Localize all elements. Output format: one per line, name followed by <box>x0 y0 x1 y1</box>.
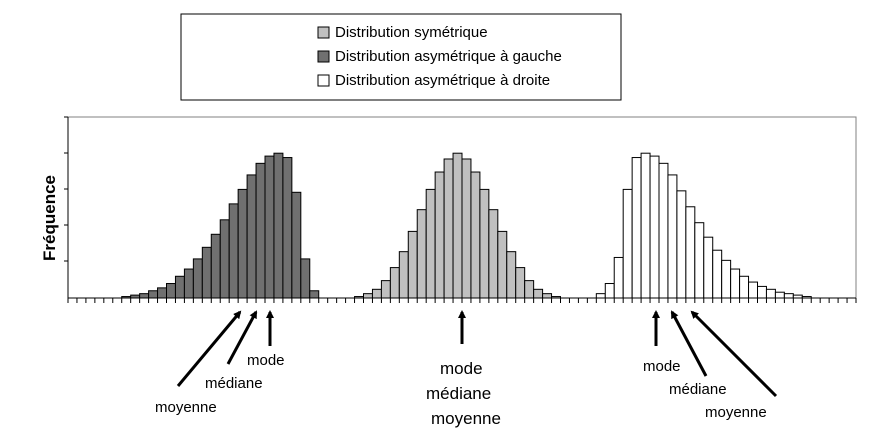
bar-series-3 <box>712 249 723 299</box>
legend-label-droite: Distribution asymétrique à droite <box>335 72 550 89</box>
bar-series-1 <box>166 283 176 299</box>
arrow-moyenne-right <box>690 310 778 398</box>
bar-series-2 <box>371 288 382 299</box>
annotation-right: mode médiane moyenne <box>643 310 778 421</box>
bar-series-3 <box>676 190 687 299</box>
bar-series-1 <box>174 275 185 299</box>
bar-series-3 <box>667 174 678 299</box>
bar-series-1 <box>228 203 239 299</box>
label-mediane-center: médiane <box>426 384 491 403</box>
bar-series-2 <box>425 188 436 299</box>
arrow-moyenne-left <box>176 310 242 387</box>
bar-series-3 <box>595 293 606 299</box>
legend-swatch-gauche <box>317 50 330 63</box>
bar-series-3 <box>703 236 714 299</box>
bar-series-1 <box>237 188 248 299</box>
bar-series-2 <box>461 158 472 299</box>
bar-series-3 <box>739 275 750 299</box>
bar-series-2 <box>443 158 454 299</box>
label-mediane-right: médiane <box>669 381 727 398</box>
bar-series-1 <box>309 290 320 299</box>
bar-series-1 <box>291 191 302 299</box>
bar-series-1 <box>183 268 194 299</box>
label-moyenne-left: moyenne <box>155 399 217 416</box>
label-mode-center: mode <box>440 359 483 378</box>
legend: Distribution symétrique Distribution asy… <box>180 13 622 101</box>
bar-series-2 <box>533 288 544 299</box>
label-moyenne-center: moyenne <box>431 409 501 428</box>
bar-series-2 <box>416 209 427 299</box>
arrow-mediane-right <box>670 310 708 377</box>
bar-series-3 <box>631 157 642 299</box>
bar-series-3 <box>721 259 732 299</box>
legend-frame <box>180 13 622 101</box>
bar-series-3 <box>748 281 759 299</box>
bar-series-3 <box>658 162 669 299</box>
bar-series-1 <box>255 162 266 299</box>
bar-series-2 <box>479 188 490 299</box>
label-mode-left: mode <box>247 352 285 369</box>
label-mediane-left: médiane <box>205 375 263 392</box>
y-axis-label: Fréquence <box>40 175 59 261</box>
legend-label-symetrique: Distribution symétrique <box>335 24 488 41</box>
bar-series-2 <box>398 251 409 299</box>
bar-series-1 <box>192 258 203 299</box>
bar-series-1 <box>273 152 284 299</box>
bar-series-3 <box>685 206 696 299</box>
bar-series-1 <box>157 287 168 299</box>
bar-series-2 <box>380 280 391 299</box>
bar-series-3 <box>604 283 615 299</box>
bar-series-2 <box>434 171 445 299</box>
bar-series-3 <box>730 268 741 299</box>
bar-series-1 <box>210 233 221 299</box>
annotation-left: mode médiane moyenne <box>155 310 285 416</box>
bar-series-3 <box>774 291 785 299</box>
bar-series-3 <box>694 222 705 299</box>
y-axis: Fréquence <box>40 116 69 298</box>
bar-series-3 <box>640 152 651 299</box>
bar-series-2 <box>524 280 535 299</box>
arrow-mediane-left <box>226 310 258 365</box>
bar-series-2 <box>363 293 373 299</box>
bar-series-1 <box>264 155 275 299</box>
bar-series-1 <box>148 290 159 299</box>
legend-swatch-symetrique <box>317 26 330 39</box>
bar-series-1 <box>282 157 293 299</box>
legend-label-gauche: Distribution asymétrique à gauche <box>335 48 562 65</box>
bar-series-2 <box>452 152 463 299</box>
bar-series-1 <box>246 174 257 299</box>
bar-series-2 <box>389 267 400 299</box>
bar-series-2 <box>488 209 499 299</box>
label-moyenne-right: moyenne <box>705 404 767 421</box>
bar-series-2 <box>515 267 526 299</box>
bar-series-2 <box>497 230 508 299</box>
label-mode-right: mode <box>643 358 681 375</box>
bar-series-3 <box>757 285 767 299</box>
bar-series-2 <box>407 230 418 299</box>
annotation-center: mode médiane moyenne <box>426 310 501 428</box>
bar-series-3 <box>765 288 776 299</box>
bar-series-3 <box>649 155 660 299</box>
bar-series-3 <box>613 256 624 299</box>
x-axis <box>67 297 857 303</box>
bar-series-1 <box>300 258 311 299</box>
bar-series-2 <box>470 171 481 299</box>
bar-series-2 <box>542 293 553 299</box>
bar-series-1 <box>219 219 230 299</box>
bar-series-3 <box>622 188 633 299</box>
bar-series-1 <box>201 246 212 299</box>
bar-series-1 <box>139 293 150 299</box>
bar-series-2 <box>506 251 517 299</box>
legend-swatch-droite <box>317 74 330 87</box>
bar-series-3 <box>783 293 794 299</box>
